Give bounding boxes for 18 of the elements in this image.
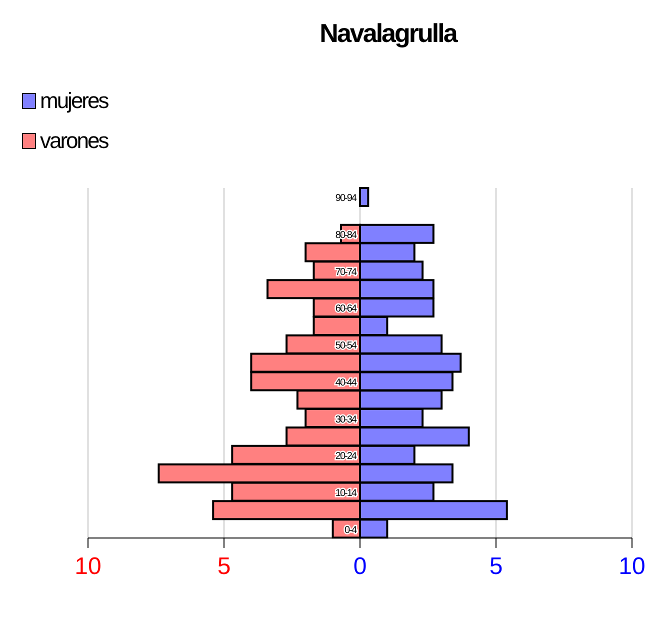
x-tick-label: 0 [353, 553, 367, 580]
y-tick-label: 90-94 [335, 193, 358, 204]
legend-label: varones [39, 128, 108, 154]
y-tick-label: 0-4 [344, 524, 358, 536]
y-tick-label: 50-54 [335, 340, 358, 352]
x-tick-label: 10 [74, 553, 102, 580]
y-tick-label: 10-14 [335, 488, 358, 499]
chart-title: Navalagrulla [318, 18, 458, 49]
y-tick-label: 30-34 [335, 414, 358, 426]
x-tick-label: 10 [618, 553, 646, 580]
x-tick-label: 5 [217, 553, 231, 580]
bar [359, 187, 370, 207]
y-tick-label: 40-44 [335, 377, 358, 388]
y-tick-label: 70-74 [335, 266, 358, 278]
y-tick-label: 20-24 [335, 451, 358, 462]
x-tick-label: 5 [489, 553, 503, 580]
y-tick-label: 60-64 [335, 304, 358, 315]
legend-label: mujeres [39, 88, 108, 114]
